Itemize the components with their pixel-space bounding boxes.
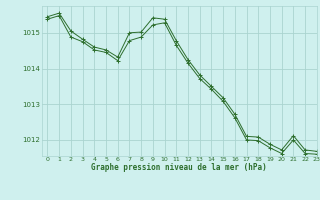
X-axis label: Graphe pression niveau de la mer (hPa): Graphe pression niveau de la mer (hPa) xyxy=(91,163,267,172)
